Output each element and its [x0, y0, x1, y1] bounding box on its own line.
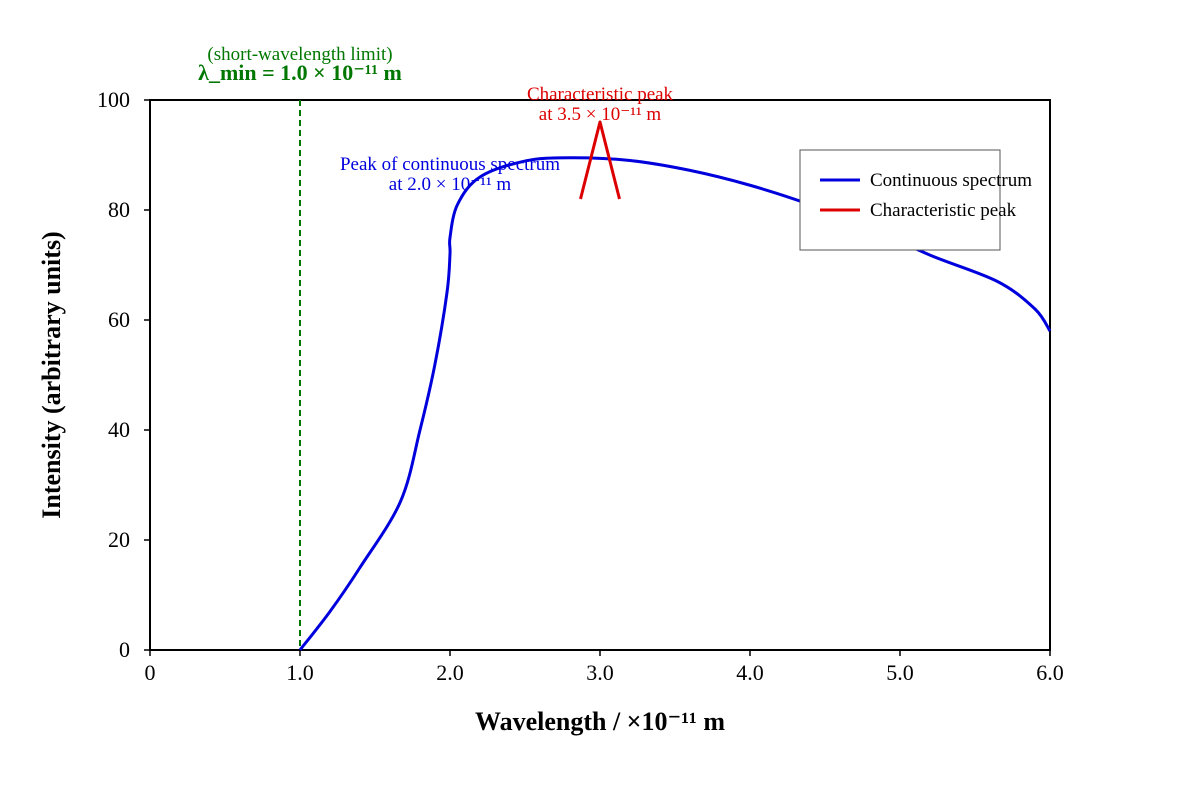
- x-tick-label: 4.0: [736, 660, 764, 685]
- x-tick-label: 0: [145, 660, 156, 685]
- lambda-min-label: λ_min = 1.0 × 10⁻¹¹ m: [198, 60, 402, 85]
- characteristic-peak-sublabel: at 3.5 × 10⁻¹¹ m: [539, 104, 662, 125]
- continuous-peak-sublabel: at 2.0 × 10⁻¹¹ m: [389, 174, 512, 195]
- x-tick-label: 5.0: [886, 660, 914, 685]
- y-axis-title: Intensity (arbitrary units): [37, 231, 66, 518]
- y-tick-label: 60: [108, 307, 130, 332]
- y-tick-label: 100: [97, 87, 130, 112]
- continuous-peak-label: Peak of continuous spectrum: [340, 154, 560, 175]
- x-tick-label: 2.0: [436, 660, 464, 685]
- x-tick-label: 6.0: [1036, 660, 1064, 685]
- x-tick-label: 1.0: [286, 660, 314, 685]
- characteristic-peak-line: [579, 120, 621, 200]
- legend-box: [799, 149, 1001, 251]
- y-tick-label: 40: [108, 417, 130, 442]
- y-tick-label: 80: [108, 197, 130, 222]
- lambda-min-subtitle: (short-wavelength limit): [207, 44, 392, 65]
- y-tick-label: 20: [108, 527, 130, 552]
- legend-label: Continuous spectrum: [870, 170, 1032, 191]
- x-tick-label: 3.0: [586, 660, 614, 685]
- legend-label: Characteristic peak: [870, 200, 1017, 221]
- characteristic-peak-label: Characteristic peak: [527, 84, 674, 105]
- y-tick-label: 0: [119, 637, 130, 662]
- x-axis-title: Wavelength / ×10⁻¹¹ m: [475, 707, 725, 736]
